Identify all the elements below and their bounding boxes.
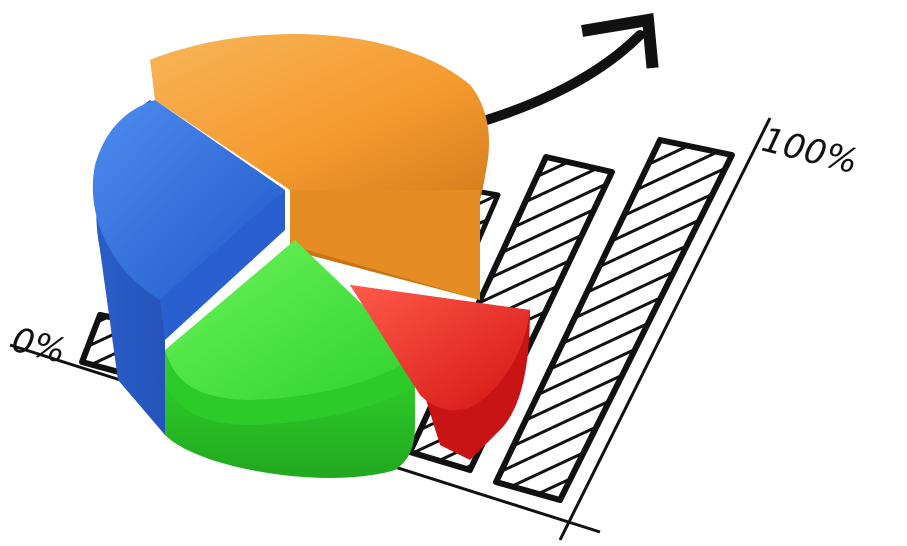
bar-tall [493, 137, 735, 503]
hundred-percent-label: 100% [758, 120, 862, 182]
pie-slice-green [165, 240, 415, 478]
zero-percent-label: 0% [8, 320, 70, 372]
pie-slice-blue [92, 100, 285, 435]
pie-chart-3d [92, 34, 530, 478]
pie-slice-red [350, 285, 530, 460]
pie-slice-orange [150, 34, 490, 301]
trend-arrow-icon [465, 13, 659, 130]
